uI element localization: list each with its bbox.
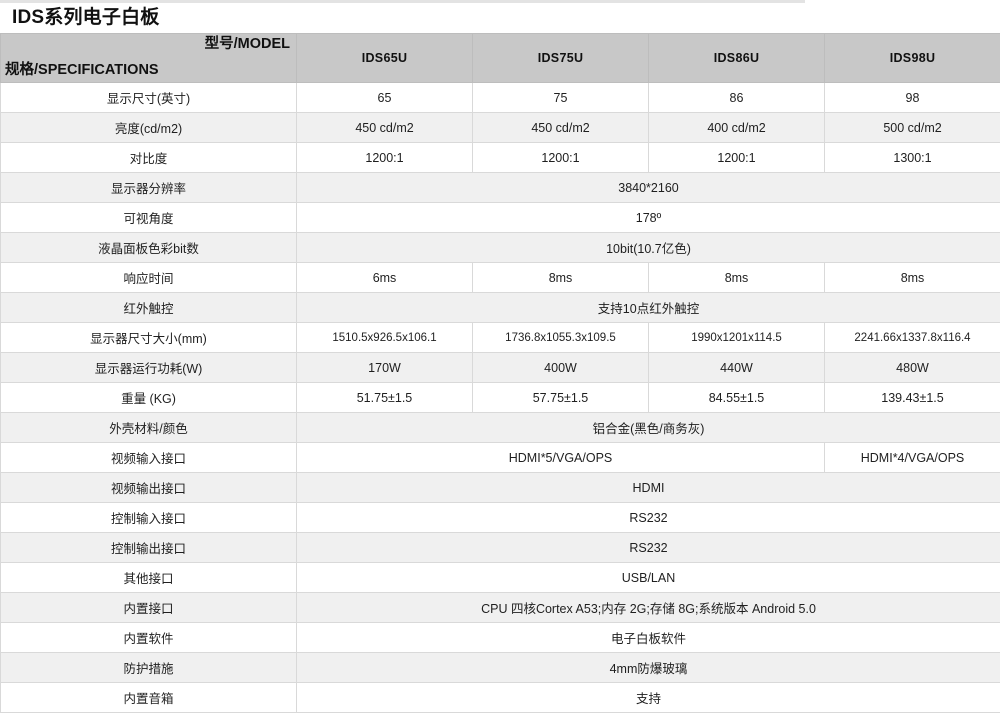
table-row: 亮度(cd/m2) 450 cd/m2 450 cd/m2 400 cd/m2 500 … [0, 112, 1000, 143]
table-row: 视频输出接口 HDMI [0, 472, 1000, 503]
spec-value-cell: 1200:1 [472, 142, 649, 173]
header-corner-cell: 型号/MODEL 规格/SPECIFICATIONS [0, 33, 297, 83]
table-row: 红外触控 支持10点红外触控 [0, 292, 1000, 323]
model-axis-label: 型号/MODEL [204, 36, 290, 52]
top-edge-strip [0, 0, 805, 3]
spec-name-cell: 内置音箱 [0, 682, 297, 713]
spec-name-cell: 显示器尺寸大小(mm) [0, 322, 297, 353]
spec-value-cell: 51.75±1.5 [296, 382, 473, 413]
table-row: 液晶面板色彩bit数 10bit(10.7亿色) [0, 232, 1000, 263]
spec-name-cell: 显示尺寸(英寸) [0, 82, 297, 113]
spec-name-cell: 红外触控 [0, 292, 297, 323]
spec-name-cell: 外壳材料/颜色 [0, 412, 297, 443]
model-column-header: IDS86U [648, 33, 825, 83]
model-column-header: IDS98U [824, 33, 1000, 83]
spec-value-cell: 480W [824, 352, 1000, 383]
spec-name-cell: 其他接口 [0, 562, 297, 593]
spec-name-cell: 亮度(cd/m2) [0, 112, 297, 143]
spec-value-cell: 450 cd/m2 [296, 112, 473, 143]
spec-name-cell: 视频输入接口 [0, 442, 297, 473]
table-row: 外壳材料/颜色 铝合金(黑色/商务灰) [0, 412, 1000, 443]
page-title: IDS系列电子白板 [12, 7, 160, 28]
table-row: 内置音箱 支持 [0, 682, 1000, 713]
spec-value-cell: 170W [296, 352, 473, 383]
table-row: 对比度 1200:1 1200:1 1200:1 1300:1 [0, 142, 1000, 173]
spec-name-cell: 内置软件 [0, 622, 297, 653]
model-column-header: IDS65U [296, 33, 473, 83]
spec-value-cell: RS232 [296, 532, 1000, 563]
spec-value-cell: 3840*2160 [296, 172, 1000, 203]
spec-value-cell: 440W [648, 352, 825, 383]
table-row: 显示尺寸(英寸) 65 75 86 98 [0, 82, 1000, 113]
spec-value-cell: CPU 四核Cortex A53;内存 2G;存储 8G;系统版本 Androi… [296, 592, 1000, 623]
spec-value-cell: 10bit(10.7亿色) [296, 232, 1000, 263]
table-row: 内置软件 电子白板软件 [0, 622, 1000, 653]
spec-value-cell: 8ms [648, 262, 825, 293]
table-row: 响应时间 6ms 8ms 8ms 8ms [0, 262, 1000, 293]
spec-name-cell: 控制输入接口 [0, 502, 297, 533]
table-row: 可视角度 178º [0, 202, 1000, 233]
table-row: 防护措施 4mm防爆玻璃 [0, 652, 1000, 683]
table-row: 控制输出接口 RS232 [0, 532, 1000, 563]
table-row: 重量 (KG) 51.75±1.5 57.75±1.5 84.55±1.5 139.43… [0, 382, 1000, 413]
spec-name-cell: 防护措施 [0, 652, 297, 683]
spec-value-cell: 1200:1 [296, 142, 473, 173]
spec-value-cell: 1990x1201x114.5 [648, 322, 825, 353]
spec-value-cell: 84.55±1.5 [648, 382, 825, 413]
spec-value-cell: 178º [296, 202, 1000, 233]
spec-value-cell: RS232 [296, 502, 1000, 533]
specifications-table: 型号/MODEL 规格/SPECIFICATIONS IDS65U IDS75U IDS… [0, 33, 1000, 713]
model-column-header: IDS75U [472, 33, 649, 83]
spec-value-cell: 1510.5x926.5x106.1 [296, 322, 473, 353]
table-row: 视频输入接口 HDMI*5/VGA/OPS HDMI*4/VGA/OPS [0, 442, 1000, 473]
spec-value-cell: 1200:1 [648, 142, 825, 173]
spec-value-cell: 57.75±1.5 [472, 382, 649, 413]
spec-value-cell: 1300:1 [824, 142, 1000, 173]
spec-value-cell: HDMI*5/VGA/OPS [296, 442, 825, 473]
spec-value-cell: 4mm防爆玻璃 [296, 652, 1000, 683]
spec-name-cell: 控制输出接口 [0, 532, 297, 563]
spec-name-cell: 可视角度 [0, 202, 297, 233]
table-row: 显示器尺寸大小(mm) 1510.5x926.5x106.1 1736.8x1055… [0, 322, 1000, 353]
spec-value-cell: 1736.8x1055.3x109.5 [472, 322, 649, 353]
spec-value-cell: HDMI [296, 472, 1000, 503]
spec-name-cell: 重量 (KG) [0, 382, 297, 413]
spec-value-cell: 65 [296, 82, 473, 113]
spec-value-cell: 6ms [296, 262, 473, 293]
table-row: 显示器分辨率 3840*2160 [0, 172, 1000, 203]
spec-name-cell: 液晶面板色彩bit数 [0, 232, 297, 263]
spec-name-cell: 内置接口 [0, 592, 297, 623]
spec-value-cell: 2241.66x1337.8x116.4 [824, 322, 1000, 353]
spec-value-cell: 98 [824, 82, 1000, 113]
spec-value-cell: 8ms [824, 262, 1000, 293]
table-row: 其他接口 USB/LAN [0, 562, 1000, 593]
spec-value-cell: 8ms [472, 262, 649, 293]
table-row: 显示器运行功耗(W) 170W 400W 440W 480W [0, 352, 1000, 383]
spec-value-cell: 电子白板软件 [296, 622, 1000, 653]
spec-value-cell: 支持 [296, 682, 1000, 713]
spec-name-cell: 视频输出接口 [0, 472, 297, 503]
spec-name-cell: 显示器运行功耗(W) [0, 352, 297, 383]
spec-name-cell: 显示器分辨率 [0, 172, 297, 203]
spec-value-cell: HDMI*4/VGA/OPS [824, 442, 1000, 473]
table-row: 内置接口 CPU 四核Cortex A53;内存 2G;存储 8G;系统版本 An… [0, 592, 1000, 623]
spec-value-cell: 86 [648, 82, 825, 113]
spec-value-cell: 139.43±1.5 [824, 382, 1000, 413]
spec-value-cell: 75 [472, 82, 649, 113]
table-header-row: 型号/MODEL 规格/SPECIFICATIONS IDS65U IDS75U IDS… [0, 33, 1000, 83]
spec-value-cell: USB/LAN [296, 562, 1000, 593]
table-row: 控制输入接口 RS232 [0, 502, 1000, 533]
spec-value-cell: 支持10点红外触控 [296, 292, 1000, 323]
spec-value-cell: 铝合金(黑色/商务灰) [296, 412, 1000, 443]
spec-value-cell: 400W [472, 352, 649, 383]
spec-value-cell: 400 cd/m2 [648, 112, 825, 143]
spec-axis-label: 规格/SPECIFICATIONS [5, 62, 159, 79]
spec-name-cell: 对比度 [0, 142, 297, 173]
spec-name-cell: 响应时间 [0, 262, 297, 293]
spec-value-cell: 500 cd/m2 [824, 112, 1000, 143]
spec-value-cell: 450 cd/m2 [472, 112, 649, 143]
